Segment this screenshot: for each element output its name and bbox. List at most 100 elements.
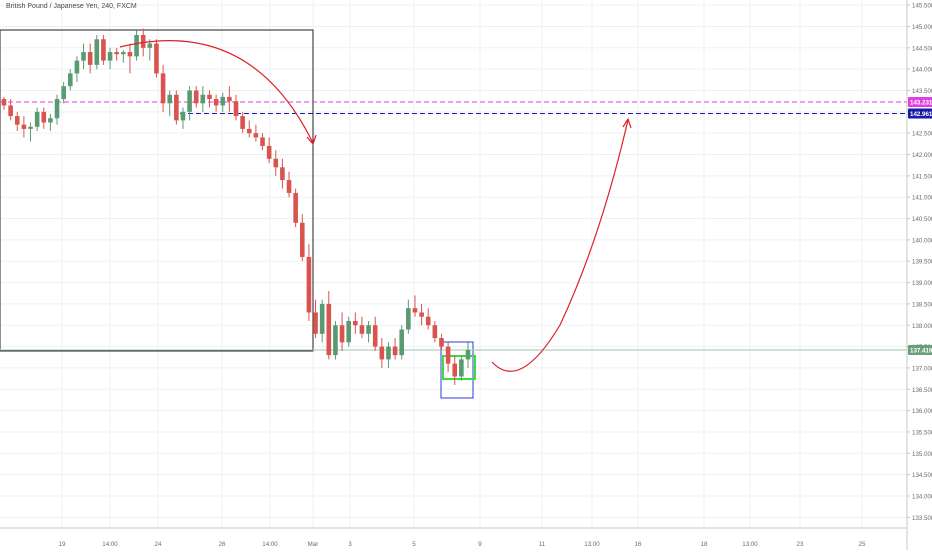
candle[interactable]: [187, 86, 192, 121]
candle[interactable]: [419, 303, 424, 326]
candle-body: [293, 192, 298, 223]
candle[interactable]: [353, 312, 358, 334]
candle[interactable]: [160, 64, 166, 112]
candle[interactable]: [452, 355, 458, 386]
candle[interactable]: [48, 113, 53, 132]
candle[interactable]: [392, 338, 398, 360]
candle-body: [187, 90, 192, 112]
candle[interactable]: [114, 47, 119, 61]
candle[interactable]: [253, 124, 259, 142]
candle[interactable]: [14, 111, 20, 132]
candle[interactable]: [333, 320, 338, 360]
candle[interactable]: [101, 35, 106, 65]
candle[interactable]: [154, 39, 159, 78]
candle[interactable]: [319, 299, 325, 343]
candle[interactable]: [306, 244, 312, 321]
price-badge-label: 142.961: [910, 111, 932, 118]
candle[interactable]: [313, 299, 318, 339]
candle-body: [253, 133, 259, 138]
candle[interactable]: [213, 94, 219, 112]
candle[interactable]: [147, 39, 153, 61]
candle-body: [233, 101, 239, 117]
candle-body: [200, 94, 206, 104]
candle-body: [61, 86, 66, 100]
candle[interactable]: [74, 56, 80, 82]
candle[interactable]: [346, 316, 351, 347]
candle[interactable]: [379, 338, 385, 368]
candle[interactable]: [412, 295, 418, 317]
candle[interactable]: [8, 99, 13, 121]
candle[interactable]: [54, 94, 60, 125]
candle[interactable]: [339, 312, 345, 351]
candle-body: [465, 350, 471, 360]
candle[interactable]: [207, 90, 212, 108]
candle[interactable]: [174, 90, 179, 125]
candle[interactable]: [1, 96, 7, 110]
candle[interactable]: [227, 86, 232, 112]
black-rectangle-drawing[interactable]: [0, 29, 314, 352]
time-tick-label: 18: [701, 541, 708, 548]
time-tick-label: 13:00: [742, 541, 758, 548]
candle[interactable]: [107, 47, 113, 70]
candle-body: [140, 35, 146, 48]
candle-body: [359, 325, 365, 334]
blue-rectangle-drawing[interactable]: [440, 341, 474, 399]
candle[interactable]: [220, 92, 226, 112]
candle[interactable]: [260, 133, 265, 151]
green-rectangle-drawing[interactable]: [442, 355, 476, 380]
candle[interactable]: [41, 107, 47, 129]
candle[interactable]: [372, 316, 378, 351]
red-curved-arrow-down[interactable]: [119, 40, 314, 144]
candle[interactable]: [233, 94, 239, 121]
candle-body: [273, 158, 279, 168]
candle[interactable]: [240, 111, 245, 134]
candle[interactable]: [326, 291, 332, 360]
candle[interactable]: [266, 137, 272, 164]
candle[interactable]: [61, 81, 66, 104]
time-tick-label: 24: [155, 541, 162, 548]
candle[interactable]: [280, 158, 285, 189]
candle[interactable]: [366, 320, 371, 343]
price-tick-label: 138.500: [912, 301, 932, 308]
candle[interactable]: [127, 43, 133, 74]
candle[interactable]: [445, 342, 451, 373]
candle[interactable]: [28, 122, 33, 142]
candle[interactable]: [406, 299, 411, 334]
candle[interactable]: [425, 308, 431, 330]
candle-body: [326, 303, 332, 356]
price-tick-label: 140.500: [912, 216, 932, 223]
candle[interactable]: [273, 150, 279, 176]
candle[interactable]: [87, 43, 93, 74]
candle[interactable]: [399, 325, 405, 360]
candle[interactable]: [121, 49, 126, 63]
candle[interactable]: [180, 107, 186, 129]
candle-body: [399, 329, 405, 356]
candle[interactable]: [432, 320, 438, 343]
candle[interactable]: [21, 116, 27, 138]
candle[interactable]: [94, 35, 100, 70]
candle[interactable]: [200, 86, 206, 112]
candle-body: [174, 94, 179, 121]
candle[interactable]: [246, 120, 252, 138]
candle[interactable]: [67, 69, 73, 91]
candle[interactable]: [193, 86, 199, 108]
candle[interactable]: [293, 188, 298, 228]
candle-body: [180, 111, 186, 121]
candle[interactable]: [34, 107, 40, 132]
red-curved-arrow-up[interactable]: [491, 119, 629, 372]
candle[interactable]: [299, 214, 305, 262]
candle[interactable]: [286, 171, 292, 198]
candle[interactable]: [465, 342, 471, 368]
candle[interactable]: [359, 316, 365, 339]
candle[interactable]: [459, 355, 464, 381]
candle-body: [313, 312, 318, 334]
candle[interactable]: [386, 342, 391, 368]
grid-lines: [0, 0, 907, 528]
candle[interactable]: [439, 333, 444, 351]
candle[interactable]: [134, 30, 139, 61]
candle[interactable]: [81, 43, 86, 70]
candle[interactable]: [167, 90, 173, 117]
candle-body: [353, 320, 358, 326]
